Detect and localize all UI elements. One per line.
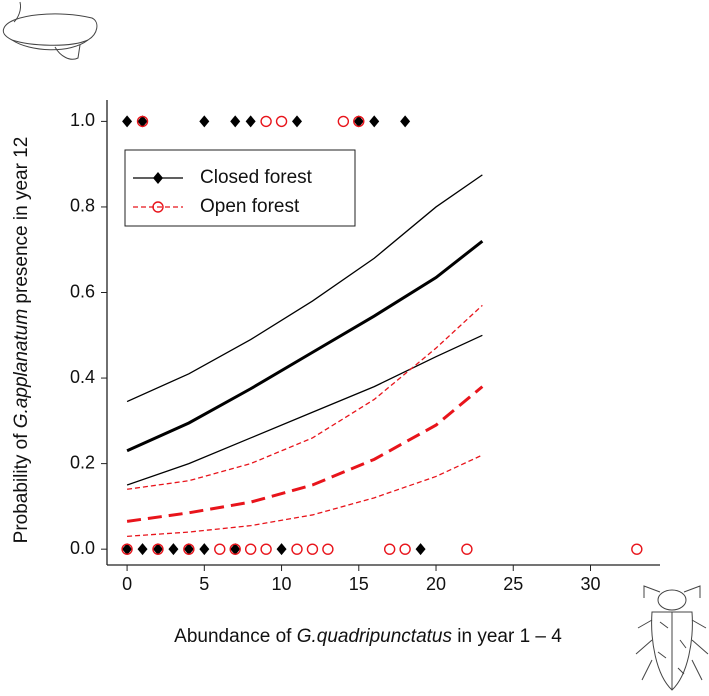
fit-line [126,385,484,523]
y-label-part: G.applanatum [11,309,32,428]
point [230,543,241,556]
point [245,115,256,128]
x-tick-label: 15 [349,574,369,594]
point [400,115,411,128]
fit-line [126,304,483,490]
x-tick-label: 30 [580,574,600,594]
point [152,543,163,556]
beetle-icon [635,585,709,691]
y-tick-label: 0.0 [70,538,95,558]
point [121,543,133,555]
point [183,543,194,556]
y-axis-label: Probability of G.applanatum presence in … [11,137,32,544]
point [137,543,148,556]
fit-line [126,174,483,403]
x-tick-label: 25 [503,574,523,594]
point [230,115,241,128]
x-tick-label: 20 [426,574,446,594]
fit-line [126,239,484,453]
point [122,115,133,128]
point [168,543,179,556]
point [214,543,226,555]
x-label-part: Abundance of [174,626,297,647]
point [353,115,365,128]
x-label-part: G.quadripunctatus [297,626,453,647]
point [136,115,149,128]
point [276,543,287,556]
point [322,543,334,555]
point [137,115,148,128]
legend-label: Open forest [200,196,300,217]
x-label-part: in year 1 – 4 [452,626,562,647]
point [260,115,272,128]
point [399,543,411,555]
y-tick-label: 0.4 [70,367,95,387]
x-tick-label: 0 [122,574,132,594]
fit-line [126,334,483,486]
point [461,543,473,555]
x-axis-label: Abundance of G.quadripunctatus in year 1… [174,626,562,647]
y-tick-label: 1.0 [70,110,95,130]
point [337,115,350,128]
x-tick-label: 10 [272,574,292,594]
point [244,543,257,555]
point [306,543,319,555]
legend-marker [153,172,163,184]
y-label-part: Probability of [11,428,32,543]
point [415,543,426,556]
point [369,115,380,128]
point [260,543,272,555]
point [183,543,195,555]
legend-box [124,149,356,227]
point [631,543,643,555]
point [291,543,303,555]
point [229,543,241,555]
point [122,543,133,556]
y-tick-label: 0.2 [70,452,95,472]
point [353,115,364,128]
point [383,543,396,555]
x-tick-label: 5 [199,574,209,594]
y-label-part: presence in year 12 [11,137,32,309]
y-tick-label: 0.6 [70,281,95,301]
legend-label: Closed forest [200,167,313,188]
y-tick-label: 0.8 [70,196,95,216]
fungus-icon [2,1,98,60]
point [291,115,302,128]
point [199,543,210,556]
fit-line [127,454,483,537]
legend-marker [152,201,164,213]
point [275,115,288,128]
point [199,115,210,128]
point [152,543,164,555]
